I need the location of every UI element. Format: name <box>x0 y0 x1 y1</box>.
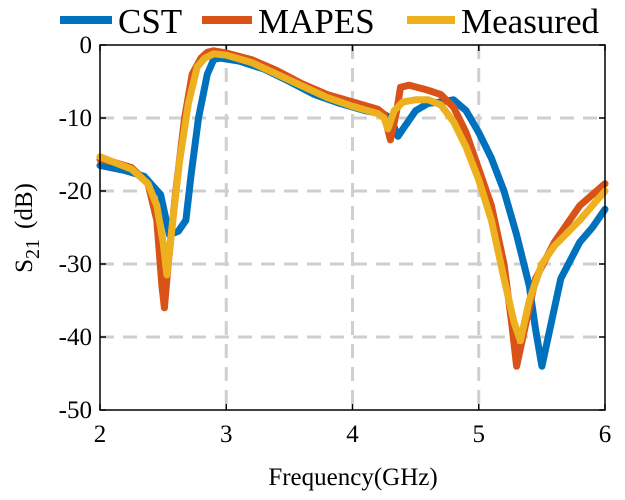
y-tick-label: -20 <box>59 178 92 205</box>
y-tick-label: -30 <box>59 251 92 278</box>
y-tick-label: 0 <box>80 32 93 59</box>
y-axis-ticks: 0 -10 -20 -30 -40 -50 <box>59 32 605 424</box>
legend-label-measured: Measured <box>461 2 600 41</box>
y-axis-label-unit: (dB) <box>11 183 38 229</box>
x-axis-label: Frequency(GHz) <box>268 464 437 491</box>
x-axis-ticks: 2 3 4 5 6 <box>94 45 612 448</box>
y-tick-label: -10 <box>59 105 92 132</box>
series-line-measured <box>96 50 609 345</box>
y-axis-label-subscript: 21 <box>22 239 44 259</box>
y-axis-label-main: S <box>11 259 38 273</box>
x-tick-label: 3 <box>220 421 233 448</box>
y-tick-label: -40 <box>59 324 92 351</box>
x-tick-label: 2 <box>94 421 107 448</box>
plot-frame <box>99 44 606 411</box>
x-tick-label: 5 <box>473 421 486 448</box>
legend-label-cst: CST <box>118 2 182 41</box>
legend: CST MAPES Measured <box>60 2 600 41</box>
y-axis-label: S21 (dB) <box>11 183 44 273</box>
legend-label-mapes: MAPES <box>258 2 375 41</box>
svg-text:S21(dB): S21 (dB) <box>11 183 44 273</box>
y-tick-label: -50 <box>59 397 92 424</box>
x-tick-label: 6 <box>599 421 612 448</box>
x-tick-label: 4 <box>346 421 359 448</box>
data-series <box>96 47 609 370</box>
